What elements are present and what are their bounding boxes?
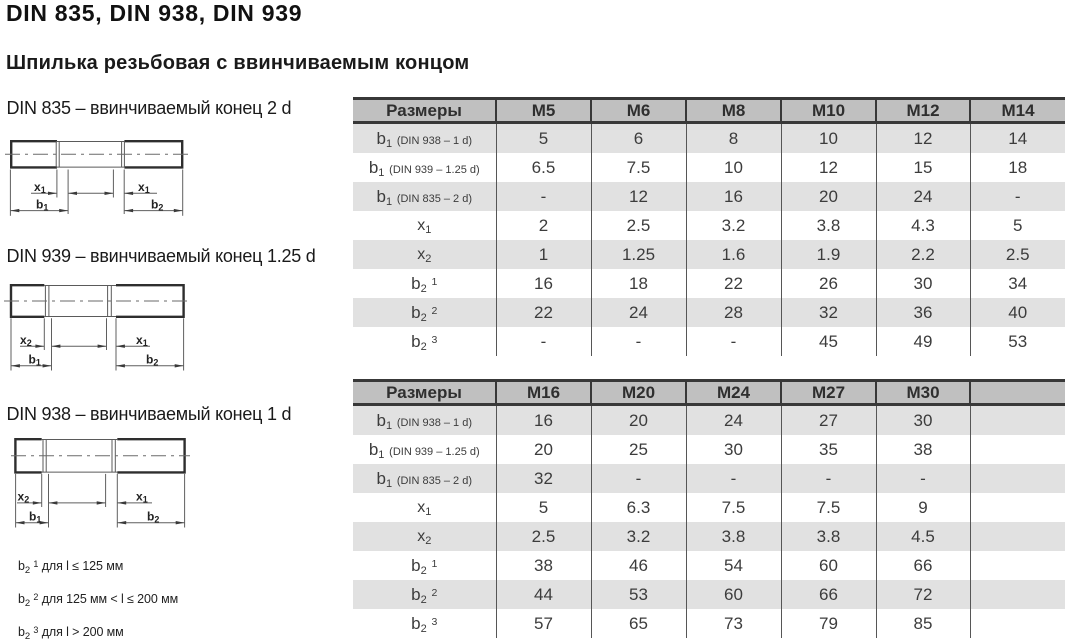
svg-text:x2: x2 bbox=[18, 490, 30, 505]
svg-text:b2: b2 bbox=[146, 353, 158, 368]
svg-text:x1: x1 bbox=[136, 333, 148, 348]
svg-text:b1: b1 bbox=[36, 197, 48, 212]
svg-text:x1: x1 bbox=[34, 180, 46, 195]
svg-text:b1: b1 bbox=[29, 509, 41, 524]
svg-text:x1: x1 bbox=[136, 490, 148, 505]
svg-text:b2: b2 bbox=[147, 509, 159, 524]
svg-text:b2: b2 bbox=[151, 197, 163, 212]
svg-text:b1: b1 bbox=[29, 353, 41, 368]
svg-text:x2: x2 bbox=[20, 333, 32, 348]
svg-text:x1: x1 bbox=[138, 180, 150, 195]
